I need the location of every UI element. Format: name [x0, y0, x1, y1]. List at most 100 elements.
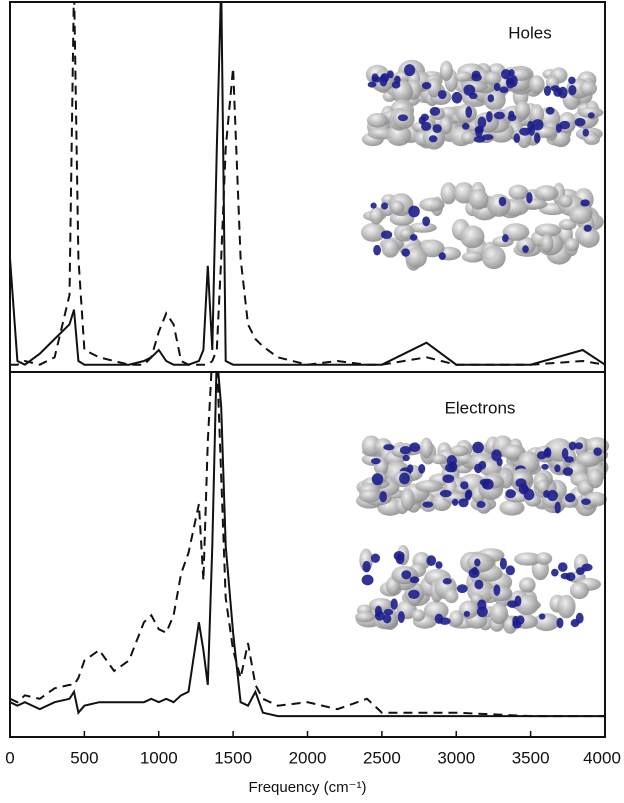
orbital-lobe: [543, 448, 551, 458]
orbital-lobe: [422, 501, 434, 508]
orbital-lobe: [558, 86, 568, 99]
orbital-lobe: [399, 472, 410, 485]
orbital-lobe: [461, 131, 476, 144]
x-tick-label: 4000: [583, 748, 621, 767]
orbital-lobe: [526, 192, 533, 204]
orbital-lobe: [456, 584, 468, 594]
orbital-lobe: [569, 581, 589, 599]
orbital-lobe: [409, 442, 421, 453]
orbital-lobe: [545, 106, 555, 115]
orbital-lobe: [484, 71, 502, 85]
orbital-lobe: [551, 568, 559, 577]
orbital-lobe: [477, 116, 487, 129]
orbital-lobe: [471, 73, 482, 82]
orbital-lobe: [438, 617, 451, 625]
x-tick-label: 500: [70, 748, 98, 767]
orbital-lobe: [419, 437, 433, 459]
orbital-lobe: [574, 442, 584, 450]
orbital-lobe: [448, 461, 458, 473]
orbital-lobe: [361, 574, 374, 586]
orbital-lobe: [499, 86, 509, 94]
orbital-lobe: [400, 488, 415, 511]
x-tick-label: 2500: [363, 748, 401, 767]
x-tick-label: 0: [5, 748, 14, 767]
orbital-lobe: [564, 238, 580, 252]
orbital-lobe: [397, 114, 409, 122]
orbital-lobe: [379, 491, 387, 503]
orbital-lobe: [369, 207, 384, 225]
panel-label: Holes: [508, 23, 551, 42]
orbital-lobe: [405, 247, 427, 268]
orbital-lobe: [383, 608, 394, 616]
orbital-lobe: [569, 206, 593, 224]
orbital-lobe: [463, 84, 476, 96]
orbital-lobe: [489, 603, 509, 625]
orbital-lobe: [439, 489, 452, 498]
plot-lines: [10, 2, 605, 366]
orbital-lobe: [505, 565, 515, 576]
x-axis-label: Frequency (cm⁻¹): [249, 779, 367, 796]
orbital-lobe: [431, 454, 447, 465]
orbital-lobe: [561, 448, 569, 460]
orbital-lobe: [358, 489, 381, 503]
orbital-lobe: [528, 75, 545, 95]
orbital-lobe: [408, 205, 420, 218]
orbital-lobe: [439, 60, 453, 82]
orbital-lobe: [593, 447, 602, 456]
orbital-lobe: [580, 199, 590, 207]
orbital-lobe: [476, 500, 486, 509]
orbital-lobe: [437, 89, 447, 100]
orbital-lobe: [487, 193, 511, 217]
orbital-lobe: [381, 202, 389, 210]
orbital-lobe: [562, 467, 574, 476]
orbital-lobe: [432, 124, 442, 134]
orbital-lobe: [538, 613, 546, 620]
orbital-lobe: [393, 550, 405, 561]
orbital-lobe: [557, 594, 576, 619]
panel-frame: [9, 371, 606, 738]
orbital-lobe: [462, 122, 470, 130]
x-tick-label: 1000: [140, 748, 178, 767]
orbital-lobe: [474, 558, 481, 567]
orbital-lobe: [427, 77, 442, 98]
orbital-lobe: [570, 619, 580, 628]
orbital-lobe: [380, 230, 393, 239]
orbital-lobe: [515, 478, 527, 488]
orbital-lobe: [554, 501, 561, 514]
orbital-lobe: [512, 620, 522, 629]
orbital-lobe: [411, 609, 425, 622]
orbital-lobe: [373, 244, 382, 256]
orbital-lobe: [465, 489, 473, 499]
orbital-lobe: [565, 572, 576, 582]
orbital-lobe: [360, 222, 386, 242]
orbital-lobe: [451, 498, 459, 506]
orbital-lobe: [579, 80, 598, 96]
orbital-lobe: [558, 194, 573, 208]
orbital-lobe: [558, 218, 577, 231]
orbital-lobe: [493, 82, 501, 92]
orbital-lobe: [409, 234, 418, 241]
orbital-lobe: [408, 222, 437, 233]
orbital-lobe: [541, 463, 549, 470]
orbital-lobe: [507, 600, 518, 608]
orbital-lobe: [583, 224, 592, 232]
orbital-lobe: [533, 132, 541, 144]
orbital-lobe: [582, 128, 590, 137]
orbital-lobe: [564, 493, 576, 503]
orbital-lobe: [468, 188, 489, 210]
orbital-lobe: [419, 239, 445, 258]
x-tick-label: 3000: [437, 748, 475, 767]
orbital-lobe: [505, 489, 516, 499]
orbital-lobe: [496, 457, 503, 467]
orbital-lobe: [397, 611, 405, 623]
orbital-lobe: [493, 584, 501, 596]
orbital-lobe: [408, 589, 420, 599]
orbital-lobe: [368, 598, 394, 612]
orbital-lobe: [386, 124, 412, 146]
orbital-lobe: [418, 116, 426, 125]
spectrum-line: [10, 372, 605, 718]
orbital-lobe: [487, 94, 495, 103]
orbital-lobe: [381, 238, 400, 258]
orbital-lobe: [451, 91, 463, 104]
